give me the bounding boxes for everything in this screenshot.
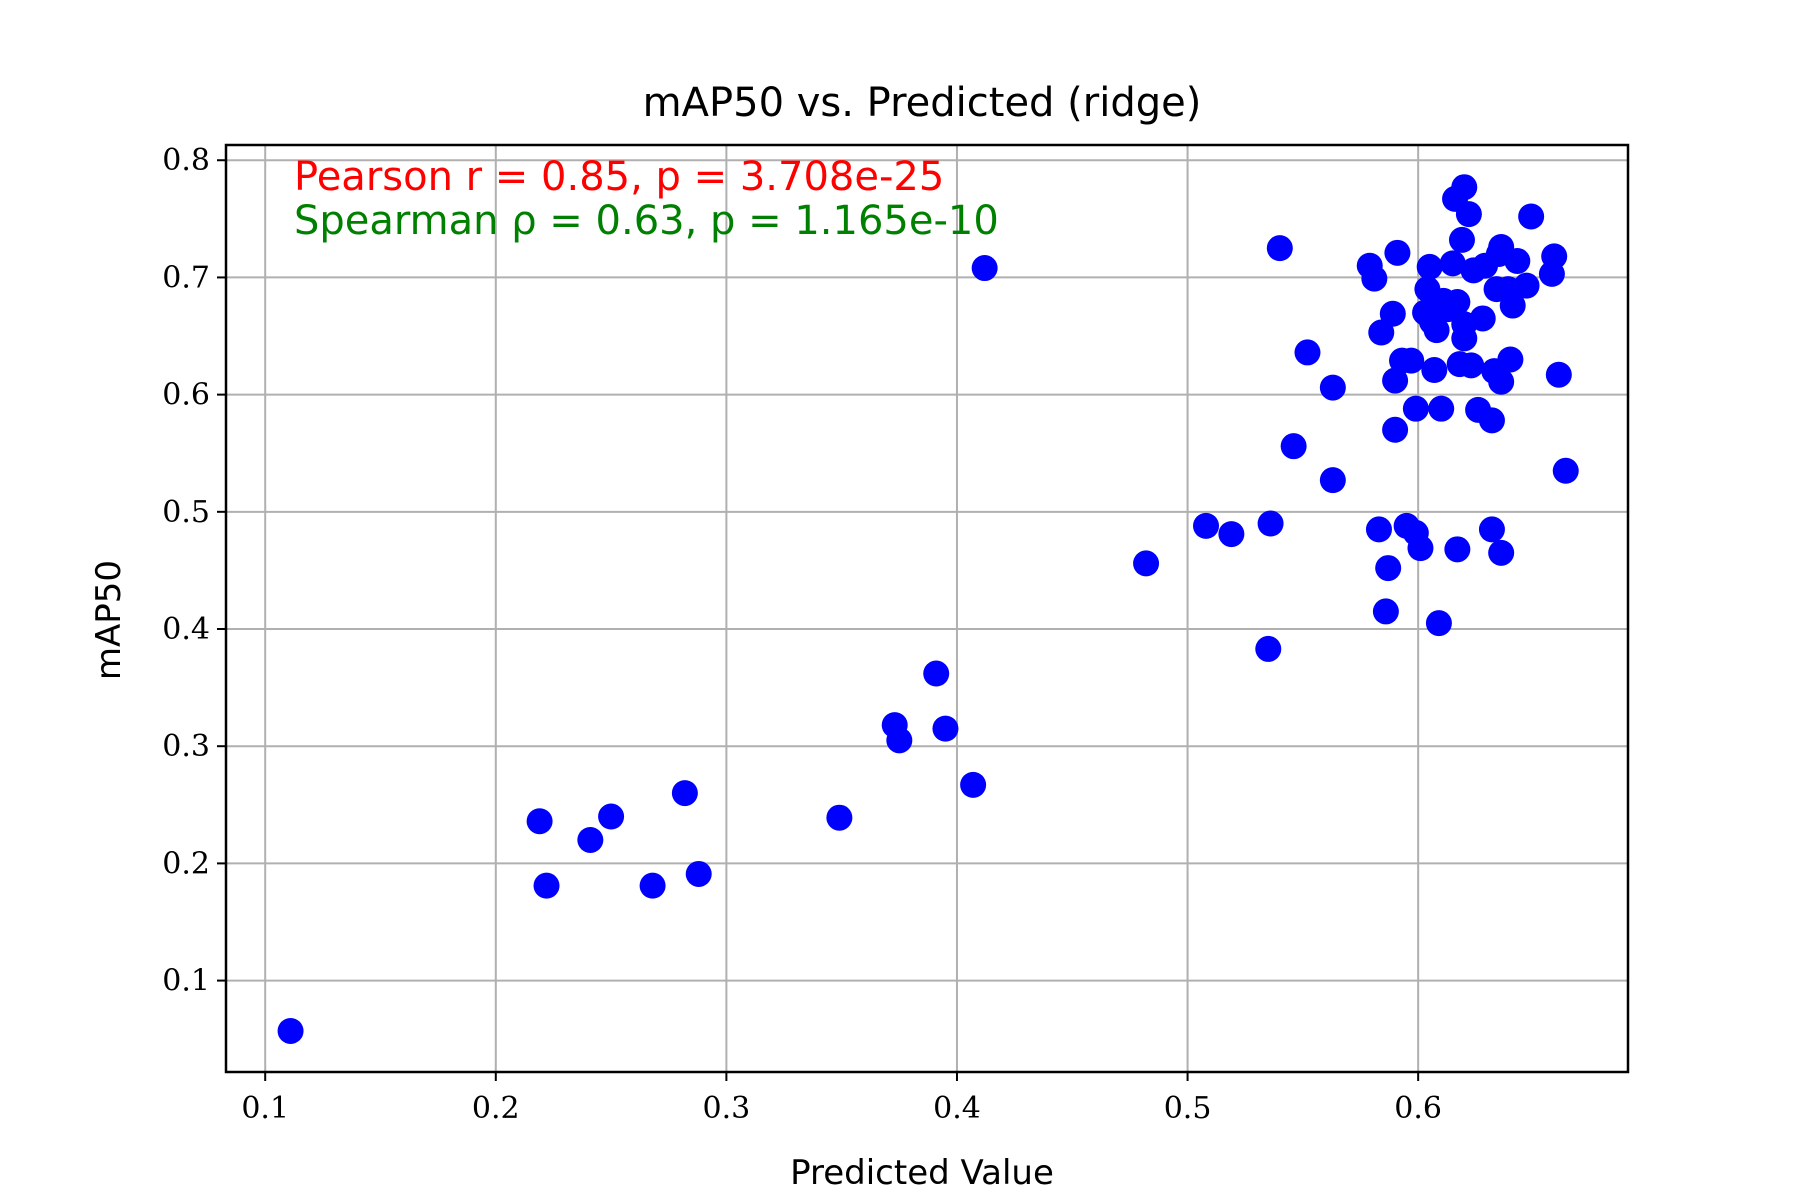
data-point (1541, 243, 1568, 270)
plot-frame (224, 143, 1630, 1074)
data-point (1416, 253, 1443, 280)
data-point (671, 780, 698, 807)
data-point (526, 808, 553, 835)
data-point (1421, 357, 1448, 384)
data-point (1384, 239, 1411, 266)
x-tick-label: 0.6 (1394, 1091, 1442, 1126)
data-point (1444, 289, 1471, 316)
data-point (1451, 174, 1478, 201)
data-point (1266, 235, 1293, 262)
y-tick-label: 0.3 (162, 729, 210, 764)
data-point (1499, 292, 1526, 319)
data-point (1402, 395, 1429, 422)
data-point (1545, 361, 1572, 388)
data-point (1294, 339, 1321, 366)
data-point (1379, 300, 1406, 327)
data-point (1552, 457, 1579, 484)
data-point (1423, 317, 1450, 344)
data-point (1280, 433, 1307, 460)
y-axis-label: mAP50 (89, 560, 129, 680)
data-point (1257, 510, 1284, 537)
x-tick-label: 0.2 (472, 1091, 520, 1126)
data-point (1218, 521, 1245, 548)
data-point (1488, 539, 1515, 566)
data-point (1451, 325, 1478, 352)
data-point (1398, 347, 1425, 374)
data-point (1488, 368, 1515, 395)
data-point (1368, 319, 1395, 346)
data-point (1478, 407, 1505, 434)
data-point (1455, 201, 1482, 228)
data-point (1428, 395, 1455, 422)
x-tick-label: 0.4 (933, 1091, 981, 1126)
data-point (1439, 250, 1466, 277)
data-point (577, 826, 604, 853)
data-point (1469, 305, 1496, 332)
data-point (1133, 550, 1160, 577)
data-point (1365, 516, 1392, 543)
data-point (1382, 416, 1409, 443)
data-point (1319, 467, 1346, 494)
y-tick-label: 0.6 (162, 378, 210, 413)
data-point (277, 1017, 304, 1044)
spearman-annotation: Spearman ρ = 0.63, p = 1.165e-10 (294, 198, 999, 244)
data-point (971, 255, 998, 282)
data-point (639, 872, 666, 899)
data-point (886, 727, 913, 754)
data-point (598, 803, 625, 830)
data-point (1518, 203, 1545, 230)
data-point (1478, 516, 1505, 543)
data-point (1504, 248, 1531, 275)
y-tick-label: 0.4 (162, 612, 210, 647)
data-point (932, 715, 959, 742)
data-point (1444, 536, 1471, 563)
data-points (277, 174, 1579, 1044)
data-point (685, 860, 712, 887)
data-point (1458, 352, 1485, 379)
data-point (960, 771, 987, 798)
x-tick-label: 0.3 (703, 1091, 751, 1126)
pearson-annotation: Pearson r = 0.85, p = 3.708e-25 (294, 154, 944, 200)
data-point (533, 872, 560, 899)
axis-ticks: 0.1 0.2 0.3 0.4 0.5 0.6 0.1 0.2 0.3 0.4 0.5 0.6 0.7 0… (162, 143, 1442, 1126)
data-point (923, 660, 950, 687)
grid-lines (226, 145, 1628, 1072)
data-point (1425, 610, 1452, 637)
data-point (1497, 346, 1524, 373)
data-point (1513, 272, 1540, 299)
y-tick-label: 0.8 (162, 143, 210, 178)
chart-title: mAP50 vs. Predicted (ridge) (643, 80, 1202, 126)
data-point (1319, 374, 1346, 401)
y-tick-label: 0.2 (162, 846, 210, 881)
data-point (1382, 367, 1409, 394)
y-tick-label: 0.1 (162, 964, 210, 999)
data-point (1407, 535, 1434, 562)
data-point (1193, 512, 1220, 539)
x-axis-label: Predicted Value (790, 1153, 1054, 1193)
x-tick-label: 0.5 (1164, 1091, 1212, 1126)
data-point (826, 804, 853, 831)
y-tick-label: 0.5 (162, 495, 210, 530)
data-point (1372, 598, 1399, 625)
data-point (1375, 555, 1402, 582)
y-tick-label: 0.7 (162, 260, 210, 295)
x-tick-label: 0.1 (241, 1091, 289, 1126)
data-point (1361, 265, 1388, 292)
data-point (1255, 635, 1282, 662)
data-point (1448, 226, 1475, 253)
